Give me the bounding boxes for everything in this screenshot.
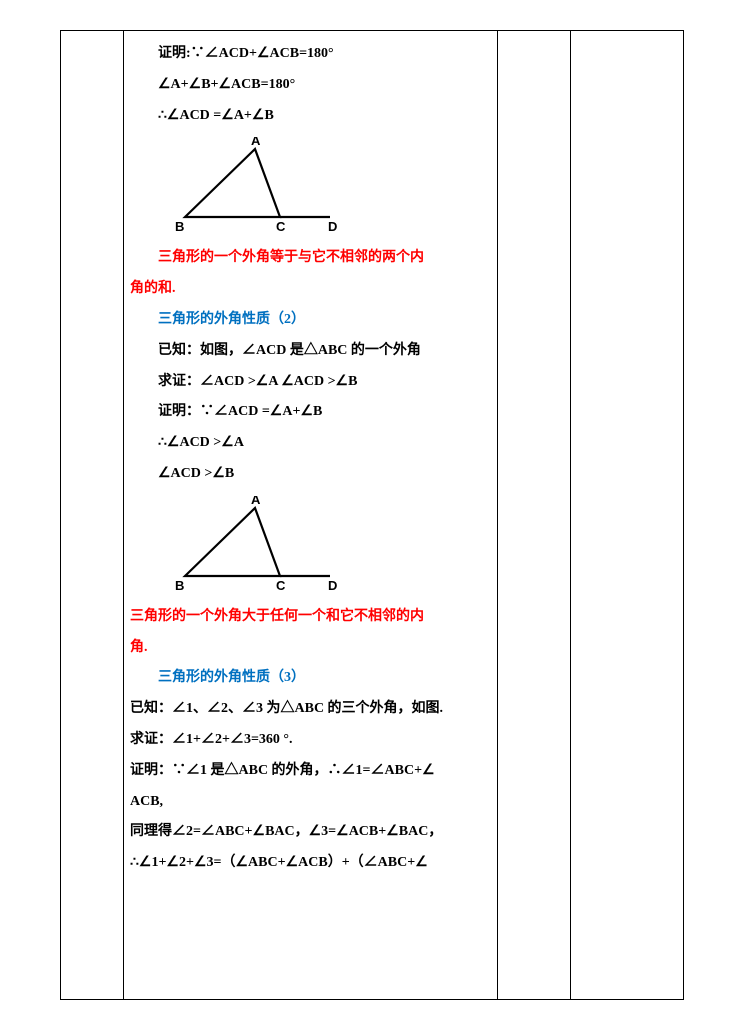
proof2-line1: 证明：∵∠ACD =∠A+∠B bbox=[130, 397, 491, 428]
svg-text:D: D bbox=[328, 578, 337, 593]
proof3-prove: 求证：∠1+∠2+∠3=360 °. bbox=[130, 725, 491, 756]
proof1-line1: 证明:∵∠ACD+∠ACB=180° bbox=[130, 39, 491, 70]
proof3-given: 已知：∠1、∠2、∠3 为△ABC 的三个外角，如图. bbox=[130, 694, 491, 725]
svg-text:C: C bbox=[276, 578, 286, 593]
svg-text:C: C bbox=[276, 219, 286, 234]
section2-title: 三角形的外角性质（2） bbox=[130, 305, 491, 336]
proof3-line1b: ACB, bbox=[130, 787, 491, 818]
proof1-line3: ∴∠ACD =∠A+∠B bbox=[130, 101, 491, 132]
triangle-diagram-1: A B C D bbox=[170, 137, 350, 237]
left-column bbox=[61, 31, 124, 1000]
main-column: 证明:∵∠ACD+∠ACB=180° ∠A+∠B+∠ACB=180° ∴∠ACD… bbox=[124, 31, 498, 1000]
proof2-given: 已知：如图，∠ACD 是△ABC 的一个外角 bbox=[130, 336, 491, 367]
main-content: 证明:∵∠ACD+∠ACB=180° ∠A+∠B+∠ACB=180° ∴∠ACD… bbox=[130, 39, 491, 879]
proof2-line2: ∴∠ACD >∠A bbox=[130, 428, 491, 459]
proof3-line2: 同理得∠2=∠ABC+∠BAC，∠3=∠ACB+∠BAC， bbox=[130, 817, 491, 848]
svg-text:B: B bbox=[175, 219, 184, 234]
svg-text:B: B bbox=[175, 578, 184, 593]
right-column-2 bbox=[571, 31, 684, 1000]
section3-title: 三角形的外角性质（3） bbox=[130, 663, 491, 694]
svg-text:A: A bbox=[251, 496, 261, 507]
theorem1-line-a: 三角形的一个外角等于与它不相邻的两个内 bbox=[130, 243, 491, 274]
proof3-line3: ∴∠1+∠2+∠3=（∠ABC+∠ACB）+（∠ABC+∠ bbox=[130, 848, 491, 879]
triangle-diagram-2: A B C D bbox=[170, 496, 350, 596]
document-page: 证明:∵∠ACD+∠ACB=180° ∠A+∠B+∠ACB=180° ∴∠ACD… bbox=[0, 0, 744, 1031]
theorem2-line-b: 角. bbox=[130, 633, 491, 664]
svg-text:A: A bbox=[251, 137, 261, 148]
proof1-line2: ∠A+∠B+∠ACB=180° bbox=[130, 70, 491, 101]
layout-table: 证明:∵∠ACD+∠ACB=180° ∠A+∠B+∠ACB=180° ∴∠ACD… bbox=[60, 30, 684, 1000]
theorem1-line-b: 角的和. bbox=[130, 274, 491, 305]
right-column-1 bbox=[498, 31, 571, 1000]
svg-text:D: D bbox=[328, 219, 337, 234]
proof3-line1a: 证明：∵∠1 是△ABC 的外角，∴∠1=∠ABC+∠ bbox=[130, 756, 491, 787]
proof2-prove: 求证：∠ACD >∠A ∠ACD >∠B bbox=[130, 367, 491, 398]
theorem2-line-a: 三角形的一个外角大于任何一个和它不相邻的内 bbox=[130, 602, 491, 633]
proof2-line3: ∠ACD >∠B bbox=[130, 459, 491, 490]
